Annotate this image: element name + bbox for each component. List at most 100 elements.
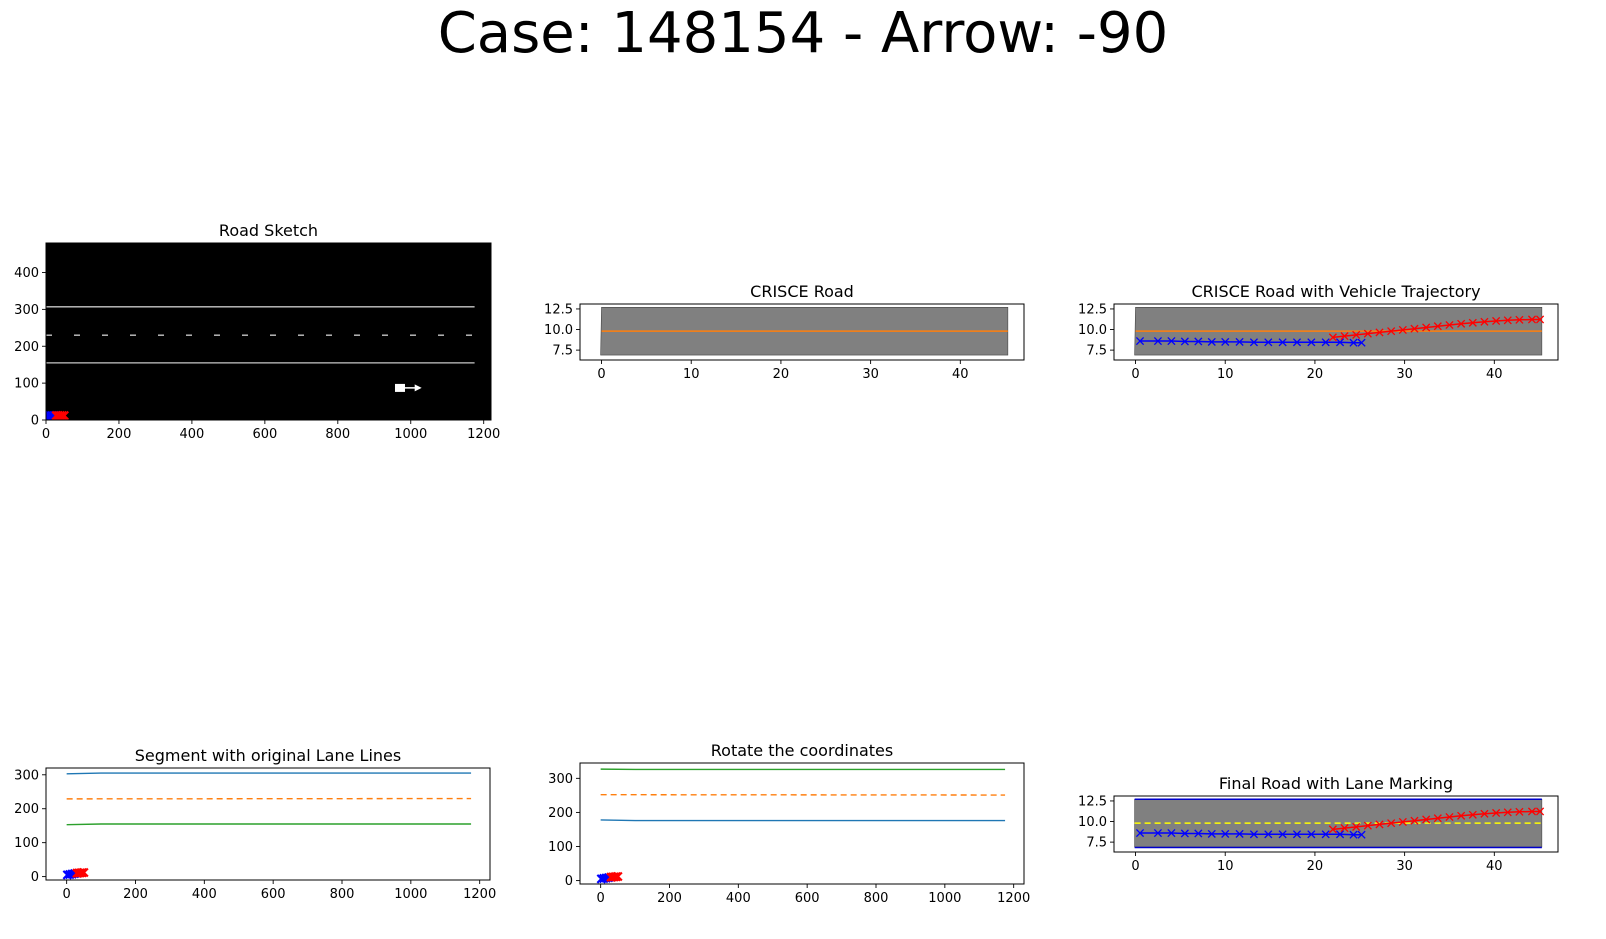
marker-stroke [1349, 338, 1358, 347]
plot-area [1134, 306, 1545, 356]
series-point [1503, 808, 1512, 817]
subplot-road-sketch: 0 200 400 600 800 1000 1200 0 100 200 300 400 Road S… [14, 221, 500, 442]
vehicle-marker [51, 410, 70, 420]
vehicle-marker [606, 871, 623, 882]
marker-stroke [1410, 324, 1419, 333]
plot-area [600, 306, 1009, 356]
series-point [1264, 338, 1273, 347]
y-tick-label: 12.5 [544, 302, 573, 317]
y-tick-label: 7.5 [1086, 344, 1107, 359]
marker-stroke [1363, 329, 1372, 338]
y-tick-label: 10.0 [1078, 815, 1107, 830]
marker-stroke [1167, 828, 1176, 838]
marker-stroke [1433, 322, 1442, 331]
marker-stroke [1221, 829, 1230, 838]
series-point [1292, 338, 1302, 347]
subplot-crisce-trajectory: 0 10 20 30 40 7.5 10.0 12.5 CRISCE Road with Veh… [1078, 282, 1559, 382]
series-point [1180, 829, 1189, 838]
marker-stroke [1278, 338, 1287, 347]
subplot-segment-lane-lines: 0 200 400 600 800 1000 1200 0 100 200 300 Segment w… [14, 746, 496, 902]
vehicle-marker [72, 867, 89, 878]
axes-frame [579, 303, 1025, 361]
x-tick-label: 200 [107, 427, 132, 442]
marker-stroke [1335, 830, 1345, 839]
marker-stroke [1398, 325, 1407, 335]
marker-stroke [1180, 337, 1189, 346]
series-point [1503, 316, 1512, 325]
series-point [1135, 828, 1145, 838]
y-tick-label: 10.0 [1078, 323, 1107, 338]
series-point [1433, 814, 1442, 823]
x-tick-label: 30 [862, 367, 879, 382]
series-point [1340, 332, 1349, 341]
marker-stroke [1468, 318, 1477, 327]
series-point [1357, 338, 1366, 347]
marker-stroke [1468, 810, 1477, 819]
series-point [1363, 821, 1372, 830]
marker-stroke [1445, 812, 1454, 822]
series-point [1194, 337, 1203, 346]
marker-stroke [1264, 830, 1273, 839]
x-tick-label: 1200 [463, 887, 496, 902]
series-point [1349, 830, 1358, 839]
series-point [1278, 830, 1287, 839]
series-point [1445, 812, 1454, 822]
marker-stroke [1328, 825, 1337, 834]
x-tick-label: 800 [325, 427, 350, 442]
series-point [1398, 325, 1407, 335]
marker-stroke [1307, 338, 1316, 347]
marker-stroke [1153, 828, 1163, 838]
y-tick-label: 12.5 [1078, 794, 1107, 809]
y-tick-label: 200 [14, 340, 39, 355]
marker-stroke [1422, 323, 1431, 332]
marker-stroke [1410, 816, 1419, 825]
marker-stroke [1352, 822, 1361, 831]
x-tick-label: 0 [597, 891, 605, 906]
series-point [1335, 338, 1345, 347]
marker-stroke [1352, 330, 1361, 339]
x-tick-label: 600 [261, 887, 286, 902]
marker-stroke [1135, 336, 1145, 346]
series-point [1328, 333, 1337, 342]
marker-stroke [1527, 315, 1537, 324]
series-point [1278, 338, 1287, 347]
marker-stroke [1194, 829, 1203, 838]
x-tick-label: 0 [1131, 859, 1139, 874]
x-tick-label: 0 [597, 367, 605, 382]
x-tick-label: 400 [726, 891, 751, 906]
x-tick-label: 0 [63, 887, 71, 902]
marker-stroke [1180, 829, 1189, 838]
marker-stroke [1515, 315, 1524, 324]
marker-stroke [1387, 327, 1396, 336]
x-tick-label: 10 [683, 367, 700, 382]
vehicle-stroke [79, 867, 89, 878]
marker-stroke [1292, 338, 1302, 347]
x-tick-label: 1000 [394, 427, 427, 442]
plot-area [46, 243, 491, 420]
series-point [1492, 808, 1501, 818]
subplot-rotate-coordinates: 0 200 400 600 800 1000 1200 0 100 200 300 Rotate th… [548, 741, 1030, 906]
subplot-title: CRISCE Road [750, 282, 854, 301]
series-point [1307, 830, 1316, 839]
x-tick-label: 200 [123, 887, 148, 902]
y-tick-label: 100 [548, 840, 573, 855]
y-tick-label: 300 [548, 772, 573, 787]
y-tick-label: 7.5 [552, 344, 573, 359]
x-tick-label: 200 [657, 891, 682, 906]
series-point [1352, 822, 1361, 831]
marker-stroke [1536, 807, 1545, 816]
arrow-head [414, 384, 422, 392]
series-point [1153, 828, 1163, 838]
x-tick-label: 40 [952, 367, 969, 382]
x-tick-label: 1200 [997, 891, 1030, 906]
x-tick-label: 1000 [394, 887, 427, 902]
x-tick-label: 10 [1217, 367, 1234, 382]
series-point [1167, 828, 1176, 838]
x-tick-label: 600 [795, 891, 820, 906]
series-line-2 [66, 823, 472, 826]
y-tick-label: 0 [31, 414, 39, 429]
series-point [1536, 315, 1545, 324]
y-tick-label: 100 [14, 836, 39, 851]
x-tick-label: 20 [1307, 859, 1324, 874]
x-tick-label: 400 [192, 887, 217, 902]
